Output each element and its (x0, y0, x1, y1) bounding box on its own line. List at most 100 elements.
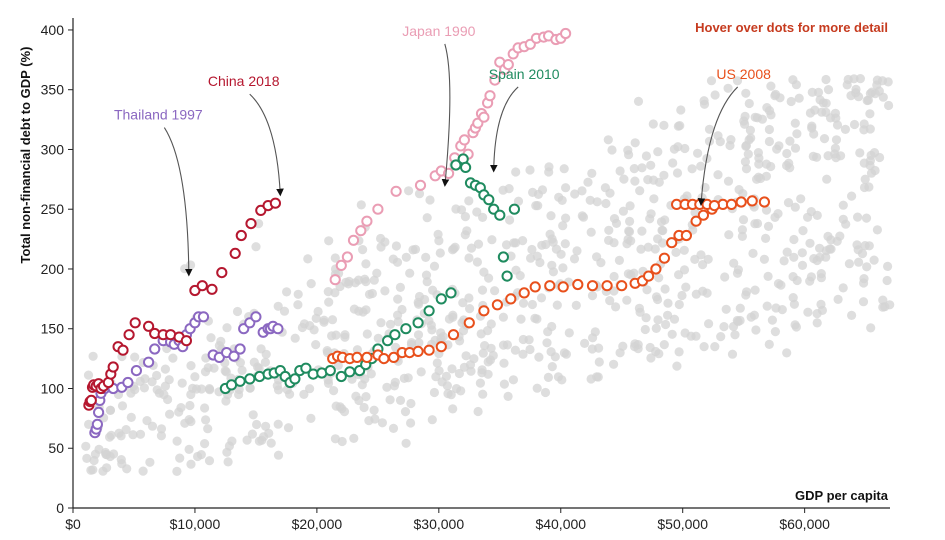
us-2008-point[interactable] (388, 351, 400, 363)
background-dot[interactable] (331, 401, 341, 411)
background-dot[interactable] (710, 90, 720, 100)
background-dot[interactable] (646, 160, 656, 170)
background-dot[interactable] (761, 205, 772, 215)
background-dot[interactable] (190, 372, 200, 382)
background-dot[interactable] (681, 282, 691, 292)
background-dot[interactable] (367, 288, 377, 299)
us-2008-point[interactable] (557, 281, 569, 293)
background-dot[interactable] (437, 377, 447, 387)
background-dot[interactable] (741, 164, 752, 174)
background-dot[interactable] (372, 268, 382, 278)
background-dot[interactable] (416, 367, 426, 377)
background-dot[interactable] (200, 367, 211, 377)
background-dot[interactable] (849, 119, 860, 130)
background-dot[interactable] (266, 438, 276, 448)
thailand-1997-point[interactable] (91, 418, 104, 430)
background-dot[interactable] (427, 325, 437, 335)
background-dot[interactable] (200, 439, 210, 449)
background-dot[interactable] (404, 186, 414, 196)
japan-1990-point[interactable] (489, 74, 501, 86)
background-dot[interactable] (193, 451, 203, 462)
background-dot[interactable] (792, 275, 802, 286)
background-dot[interactable] (783, 198, 794, 208)
background-dot[interactable] (138, 466, 148, 476)
background-dot[interactable] (843, 74, 853, 85)
background-dot[interactable] (838, 200, 848, 210)
japan-1990-point[interactable] (347, 234, 360, 246)
background-dot[interactable] (674, 299, 684, 310)
spain-2010-point[interactable] (389, 329, 401, 341)
background-dot[interactable] (373, 333, 383, 343)
background-dot[interactable] (696, 161, 706, 171)
background-dot[interactable] (770, 91, 780, 101)
background-dot[interactable] (740, 119, 750, 129)
background-dot[interactable] (283, 423, 294, 433)
background-dot[interactable] (83, 370, 94, 380)
background-dot[interactable] (604, 225, 614, 235)
us-2008-point[interactable] (601, 280, 613, 292)
us-2008-point[interactable] (505, 293, 517, 305)
background-dot[interactable] (551, 244, 562, 254)
background-dot[interactable] (643, 175, 653, 185)
background-dot[interactable] (518, 236, 528, 246)
background-dot[interactable] (633, 96, 644, 106)
background-dot[interactable] (130, 352, 140, 362)
background-dot[interactable] (486, 343, 496, 353)
background-dot[interactable] (857, 249, 868, 259)
background-dot[interactable] (254, 219, 264, 229)
background-dot[interactable] (135, 429, 146, 439)
background-dot[interactable] (465, 360, 476, 370)
us-2008-point[interactable] (412, 345, 424, 357)
background-dot[interactable] (435, 248, 445, 258)
china-2018-point[interactable] (269, 197, 281, 209)
background-dot[interactable] (626, 236, 636, 246)
background-dot[interactable] (550, 352, 560, 362)
background-dot[interactable] (203, 424, 213, 434)
background-dot[interactable] (524, 335, 534, 345)
background-dot[interactable] (586, 227, 596, 237)
background-dot[interactable] (184, 444, 194, 454)
background-dot[interactable] (82, 453, 92, 463)
thailand-1997-point[interactable] (93, 406, 105, 418)
background-dot[interactable] (703, 254, 713, 264)
background-dot[interactable] (224, 441, 234, 451)
background-dot[interactable] (532, 383, 542, 393)
background-dot[interactable] (858, 297, 869, 307)
background-dot[interactable] (624, 227, 635, 237)
background-dot[interactable] (465, 304, 475, 314)
background-dot[interactable] (509, 238, 519, 248)
background-dot[interactable] (478, 212, 488, 222)
background-dot[interactable] (570, 189, 580, 199)
background-dot[interactable] (671, 247, 681, 257)
us-2008-point[interactable] (680, 229, 693, 242)
background-dot[interactable] (791, 80, 802, 90)
background-dot[interactable] (762, 301, 772, 311)
background-dot[interactable] (807, 121, 817, 131)
us-2008-point[interactable] (478, 305, 490, 317)
background-dot[interactable] (637, 163, 647, 173)
background-dot[interactable] (653, 294, 663, 305)
thailand-1997-point[interactable] (228, 350, 240, 362)
background-dot[interactable] (429, 261, 440, 271)
background-dot[interactable] (587, 291, 598, 301)
background-dot[interactable] (305, 384, 315, 394)
background-dot[interactable] (408, 245, 418, 255)
background-dot[interactable] (812, 210, 822, 220)
background-dot[interactable] (867, 87, 877, 97)
background-dot[interactable] (872, 225, 883, 235)
background-dot[interactable] (528, 187, 538, 197)
us-2008-point[interactable] (463, 317, 475, 329)
background-dot[interactable] (640, 324, 650, 335)
background-dot[interactable] (511, 167, 521, 177)
background-dot[interactable] (645, 214, 655, 224)
background-dot[interactable] (657, 238, 668, 248)
background-dot[interactable] (790, 202, 800, 212)
background-dot[interactable] (186, 389, 196, 400)
background-dot[interactable] (273, 450, 284, 460)
background-dot[interactable] (805, 238, 815, 248)
background-dot[interactable] (260, 357, 270, 367)
background-dot[interactable] (625, 216, 635, 226)
background-dot[interactable] (735, 315, 745, 326)
background-dot[interactable] (726, 135, 736, 145)
background-dot[interactable] (168, 353, 178, 363)
